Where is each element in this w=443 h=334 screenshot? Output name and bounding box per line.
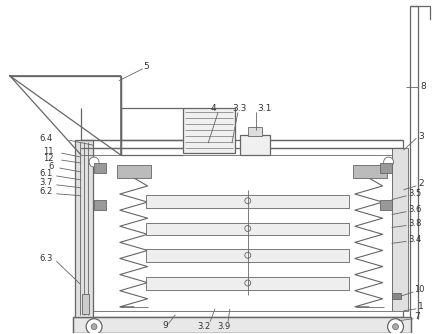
- Bar: [146, 222, 349, 235]
- Circle shape: [392, 324, 399, 330]
- Text: 4: 4: [210, 104, 216, 113]
- Text: 6.2: 6.2: [39, 187, 53, 196]
- Text: 3.2: 3.2: [198, 322, 211, 331]
- Circle shape: [89, 157, 99, 167]
- Bar: [248, 127, 262, 136]
- Bar: [117, 165, 151, 178]
- Text: 3.3: 3.3: [232, 104, 246, 113]
- Bar: [82, 294, 89, 314]
- Text: 8: 8: [420, 82, 426, 91]
- Text: 3.9: 3.9: [218, 322, 231, 331]
- Text: 10: 10: [414, 286, 425, 295]
- Text: 7: 7: [414, 312, 420, 321]
- Bar: [146, 277, 349, 290]
- Text: 9: 9: [163, 321, 168, 330]
- Bar: [380, 200, 392, 210]
- Bar: [353, 165, 387, 178]
- Bar: [94, 163, 106, 173]
- Text: 11: 11: [43, 147, 54, 156]
- Text: 3.6: 3.6: [408, 205, 422, 214]
- Text: 3.1: 3.1: [258, 104, 272, 113]
- Bar: [146, 195, 349, 208]
- Circle shape: [388, 319, 404, 334]
- Bar: [240, 135, 270, 155]
- Text: 5: 5: [144, 62, 149, 71]
- Text: 6.3: 6.3: [39, 254, 53, 263]
- Text: 1: 1: [418, 302, 424, 311]
- Text: 3.8: 3.8: [408, 219, 422, 228]
- Text: 3: 3: [418, 132, 424, 141]
- Circle shape: [86, 319, 102, 334]
- Bar: [73, 317, 412, 333]
- Text: 6.4: 6.4: [39, 134, 53, 143]
- Text: 2: 2: [418, 179, 424, 188]
- Circle shape: [91, 324, 97, 330]
- Bar: [183, 109, 235, 153]
- Bar: [392, 148, 408, 311]
- Text: 3.5: 3.5: [408, 189, 422, 198]
- Bar: [146, 249, 349, 262]
- Text: 6: 6: [48, 162, 54, 171]
- Text: 6.1: 6.1: [39, 169, 53, 178]
- Circle shape: [384, 157, 393, 167]
- Text: 3.7: 3.7: [39, 178, 53, 187]
- Bar: [392, 293, 401, 299]
- Text: 12: 12: [43, 154, 54, 163]
- Bar: [75, 140, 93, 317]
- Bar: [380, 163, 392, 173]
- Text: 3.4: 3.4: [408, 235, 422, 244]
- Bar: [94, 200, 106, 210]
